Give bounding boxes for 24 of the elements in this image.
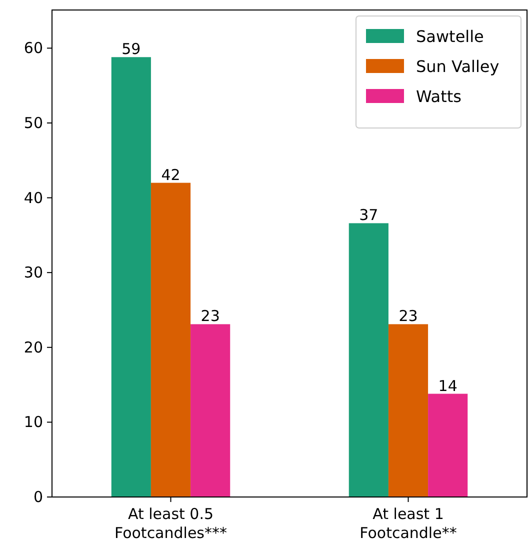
y-tick-label: 50: [24, 114, 43, 132]
y-tick-label: 0: [33, 488, 43, 506]
x-tick-label: At least 0.5 Footcandles***: [114, 505, 228, 542]
bar: [428, 394, 468, 497]
bar: [388, 324, 428, 497]
data-label: 23: [200, 307, 220, 326]
bar: [190, 324, 230, 497]
bar: [150, 182, 191, 497]
y-tick-label: 10: [24, 413, 43, 432]
y-tick-label: 20: [24, 338, 43, 356]
legend-label: Sawtelle: [416, 27, 484, 46]
y-tick-label: 40: [24, 188, 43, 207]
bar: [111, 57, 151, 497]
data-label: 59: [122, 40, 141, 58]
data-label: 14: [438, 376, 458, 395]
data-label: 37: [359, 206, 378, 224]
legend-label: Sun Valley: [416, 57, 500, 76]
data-label: 23: [398, 307, 418, 326]
x-tick-label: At least 1 Footcandle**: [360, 505, 458, 542]
legend-label: Watts: [416, 87, 462, 106]
data-label: 42: [161, 166, 180, 184]
bar: [348, 223, 388, 497]
y-tick-label: 60: [24, 39, 43, 58]
y-tick-label: 30: [24, 264, 43, 282]
